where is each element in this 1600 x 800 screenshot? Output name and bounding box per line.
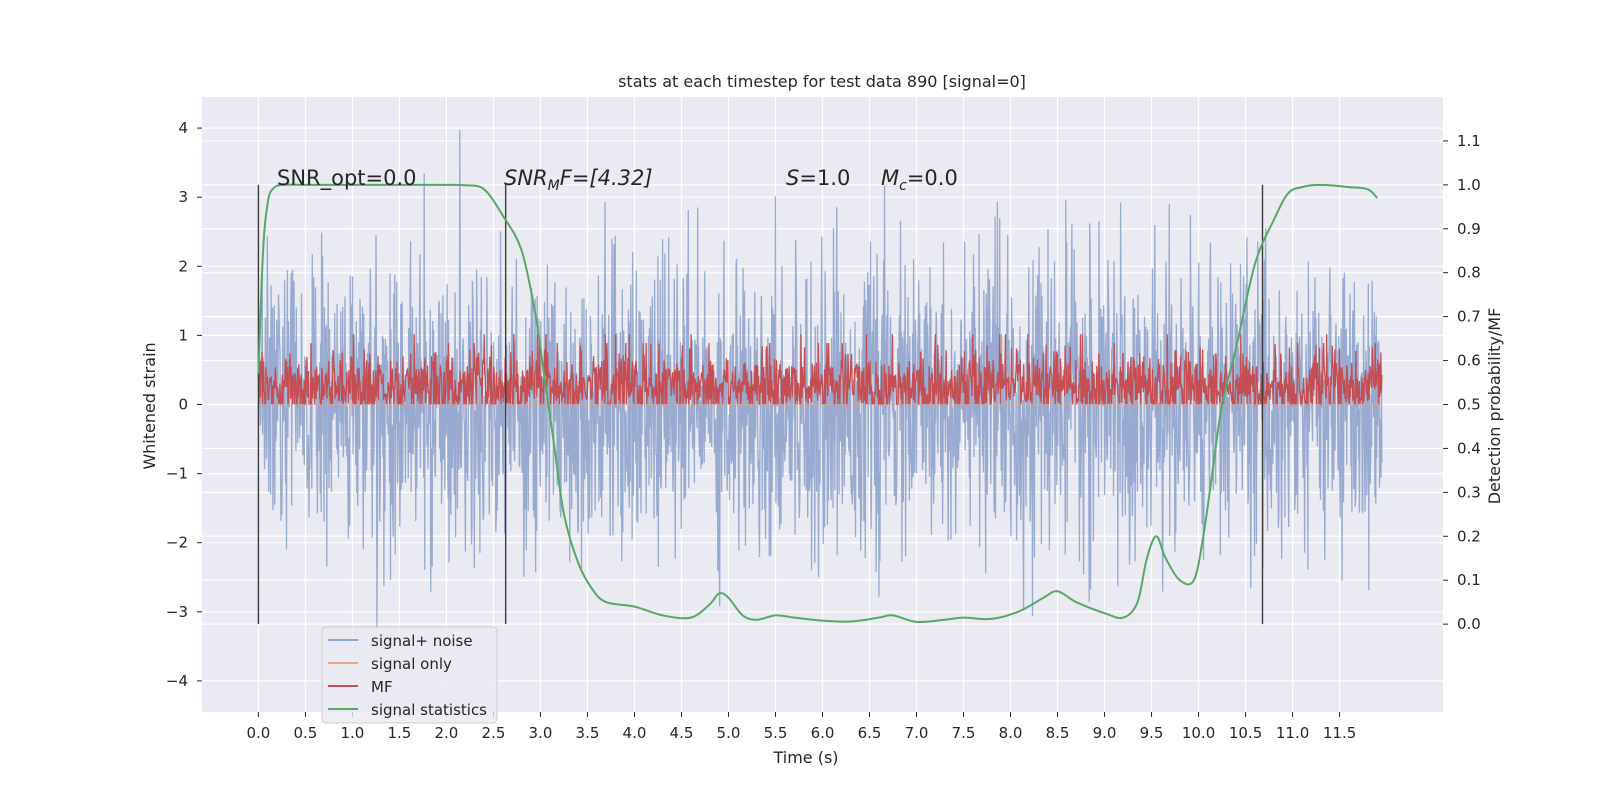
annotation-snr-mf-value: F=[4.32] xyxy=(560,166,653,190)
x-tick-label: 7.0 xyxy=(905,724,929,742)
series-signal-noise xyxy=(257,129,1383,629)
x-tick-label: 2.5 xyxy=(482,724,506,742)
series-mf xyxy=(257,334,1383,407)
y-right-tick-label: 0.8 xyxy=(1457,264,1481,282)
x-tick-label: 10.0 xyxy=(1182,724,1215,742)
x-tick-label: 3.0 xyxy=(529,724,553,742)
x-tick-label: 2.0 xyxy=(435,724,459,742)
y-right-tick-label: 0.2 xyxy=(1457,527,1481,545)
legend-label-signal-statistics: signal statistics xyxy=(371,701,487,719)
x-tick-label: 9.5 xyxy=(1140,724,1164,742)
y-left-tick-label: −4 xyxy=(166,672,188,690)
legend-label-signal-noise: signal+ noise xyxy=(371,632,473,650)
annotation-mc-symbol: M xyxy=(881,166,899,190)
y-axis-right-ticks: 1.1 1.0 0.9 0.8 0.7 0.6 0.5 0.4 0.3 0.2 0.1 0.0 xyxy=(1443,132,1481,633)
x-tick-label: 8.5 xyxy=(1046,724,1070,742)
chart-title: stats at each timestep for test data 890… xyxy=(618,72,1026,91)
y-right-tick-label: 0.5 xyxy=(1457,396,1481,414)
signal-noise-line xyxy=(257,129,1383,629)
y-left-tick-label: −2 xyxy=(166,534,188,552)
annotation-snr-opt: SNR_opt=0.0 xyxy=(277,166,417,191)
y-axis-left-label: Whitened strain xyxy=(140,342,159,469)
y-right-tick-label: 1.0 xyxy=(1457,176,1481,194)
y-axis-left-ticks: 4 3 2 1 0 −1 −2 −3 −4 xyxy=(166,119,202,690)
annotation-snr-mf: SNRMF=[4.32] xyxy=(504,166,653,194)
x-axis-label: Time (s) xyxy=(772,748,838,767)
x-axis-ticks: 0.0 0.5 1.0 1.5 2.0 2.5 3.0 3.5 4.0 4.5 5.0 5.5 6.0 6… xyxy=(246,712,1356,742)
x-tick-label: 10.5 xyxy=(1229,724,1262,742)
annotation-mc-value: =0.0 xyxy=(907,166,958,190)
y-right-tick-label: 0.4 xyxy=(1457,439,1481,457)
x-tick-label: 6.5 xyxy=(858,724,882,742)
y-right-tick-label: 1.1 xyxy=(1457,132,1481,150)
y-axis-right-label: Detection probability/MF xyxy=(1485,308,1504,505)
mf-line xyxy=(257,334,1383,407)
legend-label-signal-only: signal only xyxy=(371,655,452,673)
series-signal-statistics xyxy=(257,183,1378,624)
legend-box xyxy=(321,626,498,724)
y-left-tick-label: 1 xyxy=(178,326,188,344)
y-left-tick-label: 4 xyxy=(178,119,188,137)
x-tick-label: 0.5 xyxy=(293,724,317,742)
vertical-markers xyxy=(257,184,1264,625)
x-tick-label: 9.0 xyxy=(1093,724,1117,742)
x-tick-label: 6.0 xyxy=(811,724,835,742)
y-left-tick-label: 0 xyxy=(178,396,188,414)
annotation-mc: Mc=0.0 xyxy=(881,166,958,194)
x-tick-label: 4.5 xyxy=(670,724,694,742)
y-right-tick-label: 0.1 xyxy=(1457,571,1481,589)
y-right-tick-label: 0.9 xyxy=(1457,220,1481,238)
y-right-tick-label: 0.0 xyxy=(1457,615,1481,633)
x-tick-label: 1.0 xyxy=(340,724,364,742)
x-tick-label: 4.0 xyxy=(623,724,647,742)
x-tick-label: 11.5 xyxy=(1323,724,1356,742)
y-left-tick-label: −1 xyxy=(166,465,188,483)
y-left-tick-label: 2 xyxy=(178,257,188,275)
x-tick-label: 1.5 xyxy=(388,724,412,742)
y-right-tick-label: 0.7 xyxy=(1457,308,1481,326)
annotation-mc-subscript: c xyxy=(899,178,907,194)
y-left-tick-label: −3 xyxy=(166,603,188,621)
legend-label-mf: MF xyxy=(371,678,393,696)
x-tick-label: 3.5 xyxy=(576,724,600,742)
x-tick-label: 5.5 xyxy=(764,724,788,742)
x-tick-label: 8.0 xyxy=(999,724,1023,742)
y-left-tick-label: 3 xyxy=(178,188,188,206)
annotation-snr-mf-subscript: M xyxy=(548,178,560,194)
x-tick-label: 0.0 xyxy=(246,724,270,742)
signal-statistics-line xyxy=(257,183,1378,624)
y-right-tick-label: 0.3 xyxy=(1457,483,1481,501)
annotation-s-value: =1.0 xyxy=(799,166,850,190)
annotations: SNR_opt=0.0 SNRMF=[4.32] S=1.0 Mc=0.0 xyxy=(277,166,958,194)
legend: signal+ noise signal only MF signal stat… xyxy=(321,626,498,724)
x-tick-label: 7.5 xyxy=(952,724,976,742)
y-right-tick-label: 0.6 xyxy=(1457,352,1481,370)
annotation-s-symbol: S xyxy=(786,166,799,190)
annotation-snr-mf-symbol: SNR xyxy=(504,166,548,190)
x-tick-label: 5.0 xyxy=(717,724,741,742)
annotation-s: S=1.0 xyxy=(786,166,850,190)
x-tick-label: 11.0 xyxy=(1276,724,1309,742)
